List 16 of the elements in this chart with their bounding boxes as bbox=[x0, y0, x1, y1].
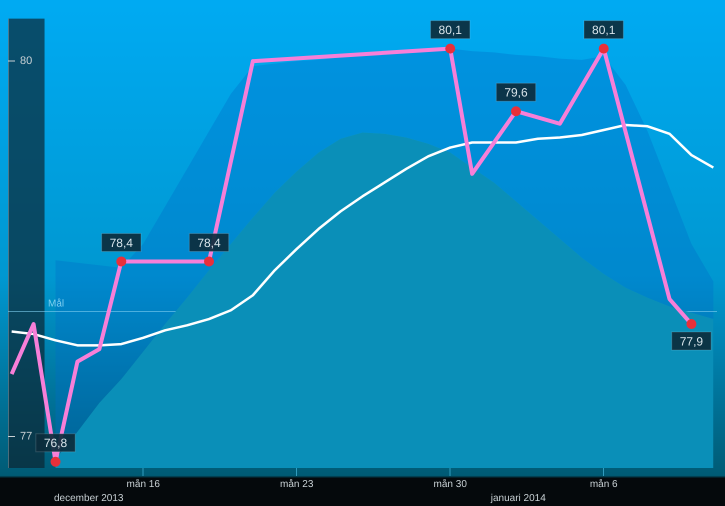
data-label: 80,1 bbox=[592, 22, 616, 37]
data-label: 76,8 bbox=[44, 436, 68, 450]
data-label: 78,4 bbox=[197, 236, 222, 250]
y-tick-label: 77 bbox=[20, 430, 32, 443]
y-tick-label: 80 bbox=[20, 55, 32, 68]
data-label: 79,6 bbox=[504, 86, 528, 100]
x-tick-label: mån 6 bbox=[590, 478, 618, 490]
x-tick-label: mån 23 bbox=[280, 478, 314, 490]
data-label: 80,1 bbox=[438, 22, 462, 37]
data-label: 77,9 bbox=[680, 334, 704, 348]
x-tick-label: mån 16 bbox=[126, 478, 160, 490]
ref-line-label: Mål bbox=[48, 297, 64, 310]
data-label: 78,4 bbox=[110, 236, 134, 250]
text: januari 2014 bbox=[490, 492, 546, 504]
text: december 2013 bbox=[54, 492, 124, 504]
x-tick-label: mån 30 bbox=[434, 478, 468, 490]
